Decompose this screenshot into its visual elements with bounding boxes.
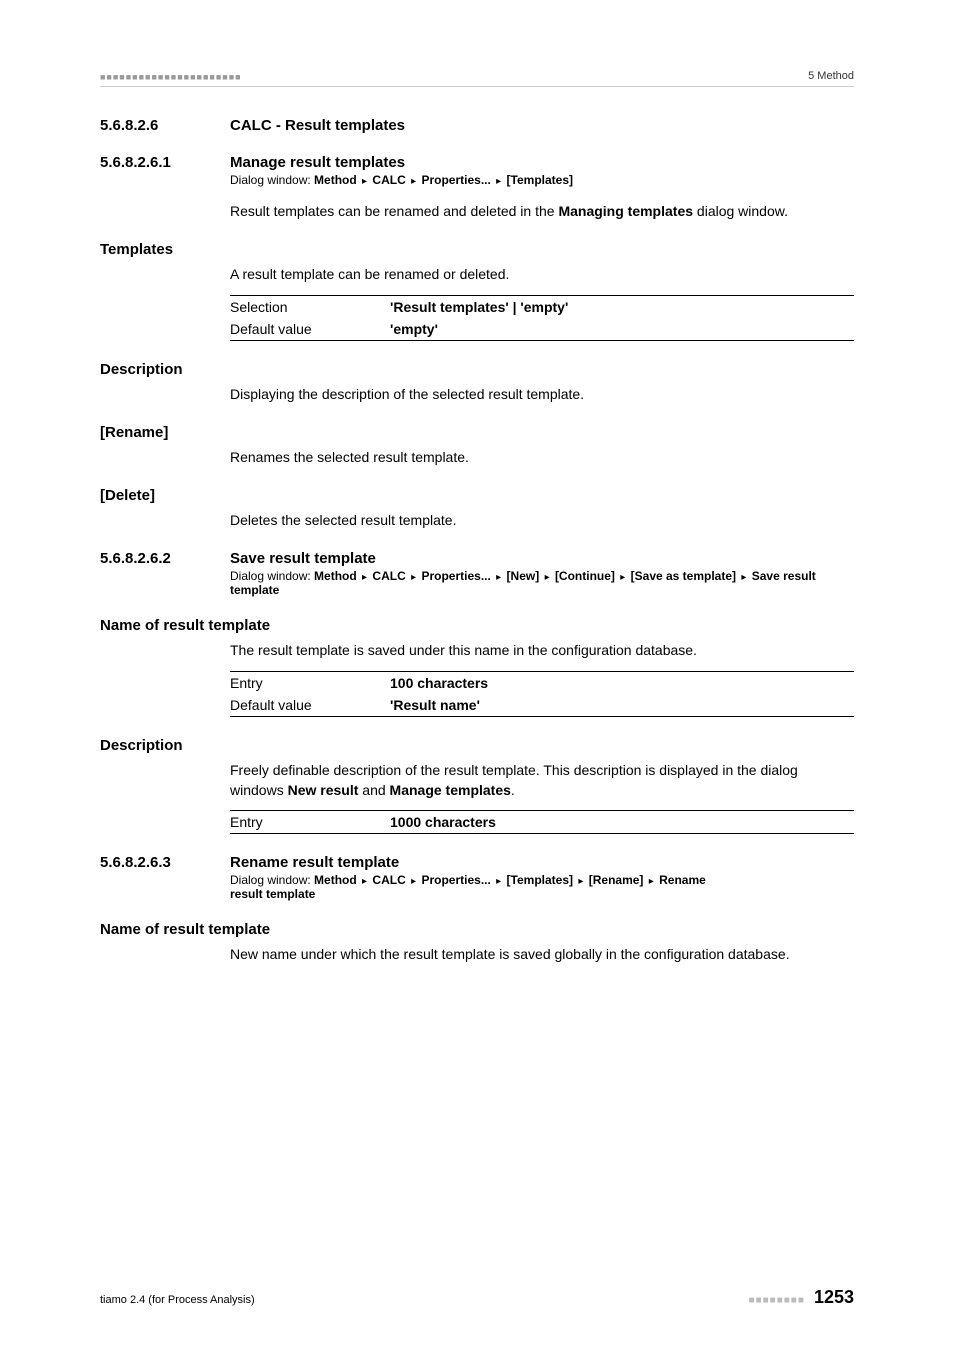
section-number: 5.6.8.2.6.1: [100, 154, 230, 171]
delete-body: Deletes the selected result template.: [230, 510, 854, 530]
section-2-6: 5.6.8.2.6 CALC - Result templates: [100, 117, 854, 134]
header-dashes: ■■■■■■■■■■■■■■■■■■■■■■: [100, 72, 242, 82]
dialog-path: Dialog window: Method ▸ CALC ▸ Propertie…: [230, 173, 854, 187]
section-title: Manage result templates: [230, 154, 405, 171]
section-2-6-3: 5.6.8.2.6.3 Rename result template: [100, 854, 854, 871]
description-label: Description: [100, 361, 854, 378]
page-number: 1253: [814, 1287, 854, 1307]
description-label: Description: [100, 737, 854, 754]
name-spec-table: Entry100 characters Default value'Result…: [230, 671, 854, 717]
name-label: Name of result template: [100, 921, 854, 938]
footer-left: tiamo 2.4 (for Process Analysis): [100, 1294, 255, 1306]
dialog-path: Dialog window: Method ▸ CALC ▸ Propertie…: [230, 569, 854, 597]
dialog-path: Dialog window: Method ▸ CALC ▸ Propertie…: [230, 873, 710, 901]
footer-right: ■■■■■■■■ 1253: [749, 1287, 854, 1308]
delete-label: [Delete]: [100, 487, 854, 504]
header-chapter: 5 Method: [808, 70, 854, 82]
section-title: CALC - Result templates: [230, 117, 405, 134]
page-footer: tiamo 2.4 (for Process Analysis) ■■■■■■■…: [100, 1287, 854, 1308]
section-number: 5.6.8.2.6.2: [100, 550, 230, 567]
rename-label: [Rename]: [100, 424, 854, 441]
desc-spec-table: Entry1000 characters: [230, 810, 854, 834]
section-title: Save result template: [230, 550, 376, 567]
section-title: Rename result template: [230, 854, 399, 871]
description-body: Displaying the description of the select…: [230, 384, 854, 404]
section-2-6-2: 5.6.8.2.6.2 Save result template: [100, 550, 854, 567]
templates-label: Templates: [100, 241, 854, 258]
page-header: ■■■■■■■■■■■■■■■■■■■■■■ 5 Method: [100, 70, 854, 87]
rename-body: Renames the selected result template.: [230, 447, 854, 467]
templates-body: A result template can be renamed or dele…: [230, 264, 854, 284]
intro-text: Result templates can be renamed and dele…: [230, 201, 854, 221]
name-label: Name of result template: [100, 617, 854, 634]
section-number: 5.6.8.2.6: [100, 117, 230, 134]
section-number: 5.6.8.2.6.3: [100, 854, 230, 871]
section-2-6-1: 5.6.8.2.6.1 Manage result templates: [100, 154, 854, 171]
templates-spec-table: Selection'Result templates' | 'empty' De…: [230, 295, 854, 341]
description-body: Freely definable description of the resu…: [230, 760, 854, 801]
name-body: New name under which the result template…: [230, 944, 854, 964]
name-body: The result template is saved under this …: [230, 640, 854, 660]
